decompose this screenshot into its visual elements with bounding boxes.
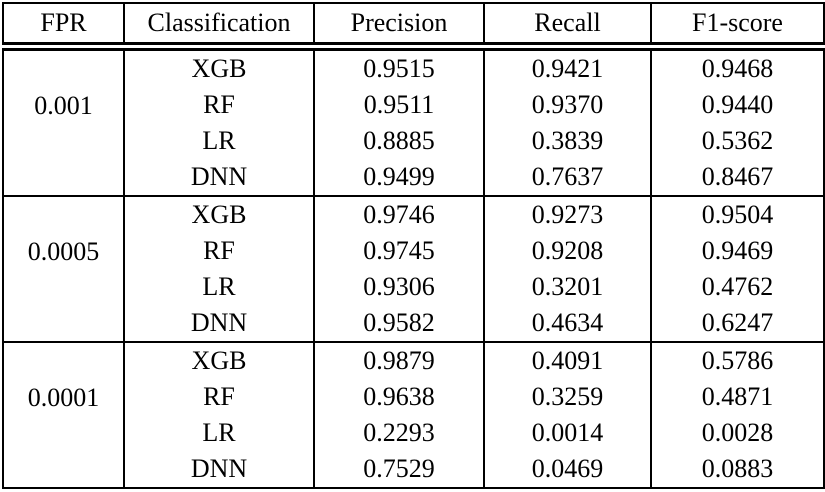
f1-cell: 0.8467: [650, 159, 825, 196]
classifier-cell: DNN: [123, 451, 315, 488]
header-cell-f1-score: F1-score: [650, 2, 825, 51]
f1-cell: 0.4871: [650, 379, 825, 415]
table-row: RF 0.9511 0.9370 0.9440: [3, 87, 825, 123]
table-row: RF 0.9745 0.9208 0.9469: [3, 233, 825, 269]
recall-cell: 0.0469: [483, 451, 652, 488]
table-row: 0.001 XGB 0.9515 0.9421 0.9468: [2, 46, 825, 196]
classifier-cell: XGB: [123, 196, 315, 233]
table-row: 0.0005 XGB 0.9746 0.9273 0.9504: [2, 196, 825, 342]
table-row: RF 0.9638 0.3259 0.4871: [3, 379, 825, 415]
fpr-value-cell: 0.0005: [2, 196, 125, 342]
table-row: 0.0001 XGB 0.9879 0.4091 0.5786: [2, 342, 825, 488]
recall-cell: 0.9421: [483, 46, 652, 87]
precision-cell: 0.9306: [313, 269, 485, 305]
precision-cell: 0.9511: [313, 87, 485, 123]
table-row: DNN 0.9582 0.4634 0.6247: [3, 305, 825, 342]
table-row: LR 0.8885 0.3839 0.5362: [3, 123, 825, 159]
f1-cell: 0.9468: [650, 46, 825, 87]
precision-cell: 0.7529: [313, 451, 485, 488]
f1-cell: 0.9469: [650, 233, 825, 269]
f1-cell: 0.5362: [650, 123, 825, 159]
classifier-cell: RF: [123, 87, 315, 123]
recall-cell: 0.3259: [483, 379, 652, 415]
precision-cell: 0.9638: [313, 379, 485, 415]
header-cell-recall: Recall: [483, 2, 652, 51]
recall-cell: 0.3839: [483, 123, 652, 159]
recall-cell: 0.3201: [483, 269, 652, 305]
precision-cell: 0.9745: [313, 233, 485, 269]
classifier-cell: RF: [123, 233, 315, 269]
f1-cell: 0.4762: [650, 269, 825, 305]
classifier-cell: RF: [123, 379, 315, 415]
fpr-group-0.0001: 0.0001 XGB 0.9879 0.4091 0.5786 RF 0.963…: [2, 342, 825, 488]
table-row: DNN 0.7529 0.0469 0.0883: [3, 451, 825, 488]
classifier-cell: XGB: [123, 46, 315, 87]
precision-cell: 0.9746: [313, 196, 485, 233]
f1-cell: 0.0028: [650, 415, 825, 451]
f1-cell: 0.0883: [650, 451, 825, 488]
f1-cell: 0.9504: [650, 196, 825, 233]
fpr-value-cell: 0.0001: [2, 342, 125, 488]
classifier-cell: LR: [123, 123, 315, 159]
precision-cell: 0.2293: [313, 415, 485, 451]
table-row: LR 0.9306 0.3201 0.4762: [3, 269, 825, 305]
classifier-cell: LR: [123, 269, 315, 305]
header-cell-classification: Classification: [123, 2, 315, 51]
recall-cell: 0.7637: [483, 159, 652, 196]
precision-cell: 0.8885: [313, 123, 485, 159]
f1-cell: 0.9440: [650, 87, 825, 123]
header-cell-fpr: FPR: [2, 2, 125, 51]
recall-cell: 0.4634: [483, 305, 652, 342]
precision-cell: 0.9879: [313, 342, 485, 379]
recall-cell: 0.0014: [483, 415, 652, 451]
precision-cell: 0.9515: [313, 46, 485, 87]
precision-cell: 0.9499: [313, 159, 485, 196]
recall-cell: 0.9370: [483, 87, 652, 123]
recall-cell: 0.9273: [483, 196, 652, 233]
classifier-cell: DNN: [123, 305, 315, 342]
fpr-group-0.001: 0.001 XGB 0.9515 0.9421 0.9468 RF 0.9511…: [2, 46, 825, 196]
header-cell-precision: Precision: [313, 2, 485, 51]
f1-cell: 0.5786: [650, 342, 825, 379]
f1-cell: 0.6247: [650, 305, 825, 342]
classifier-cell: DNN: [123, 159, 315, 196]
recall-cell: 0.4091: [483, 342, 652, 379]
fpr-value-cell: 0.001: [2, 46, 125, 196]
recall-cell: 0.9208: [483, 233, 652, 269]
table-row: LR 0.2293 0.0014 0.0028: [3, 415, 825, 451]
classifier-cell: LR: [123, 415, 315, 451]
classifier-cell: XGB: [123, 342, 315, 379]
table-row: DNN 0.9499 0.7637 0.8467: [3, 159, 825, 196]
header-row: FPR Classification Precision Recall F1-s…: [2, 2, 825, 51]
fpr-group-0.0005: 0.0005 XGB 0.9746 0.9273 0.9504 RF 0.974…: [2, 196, 825, 342]
precision-cell: 0.9582: [313, 305, 485, 342]
